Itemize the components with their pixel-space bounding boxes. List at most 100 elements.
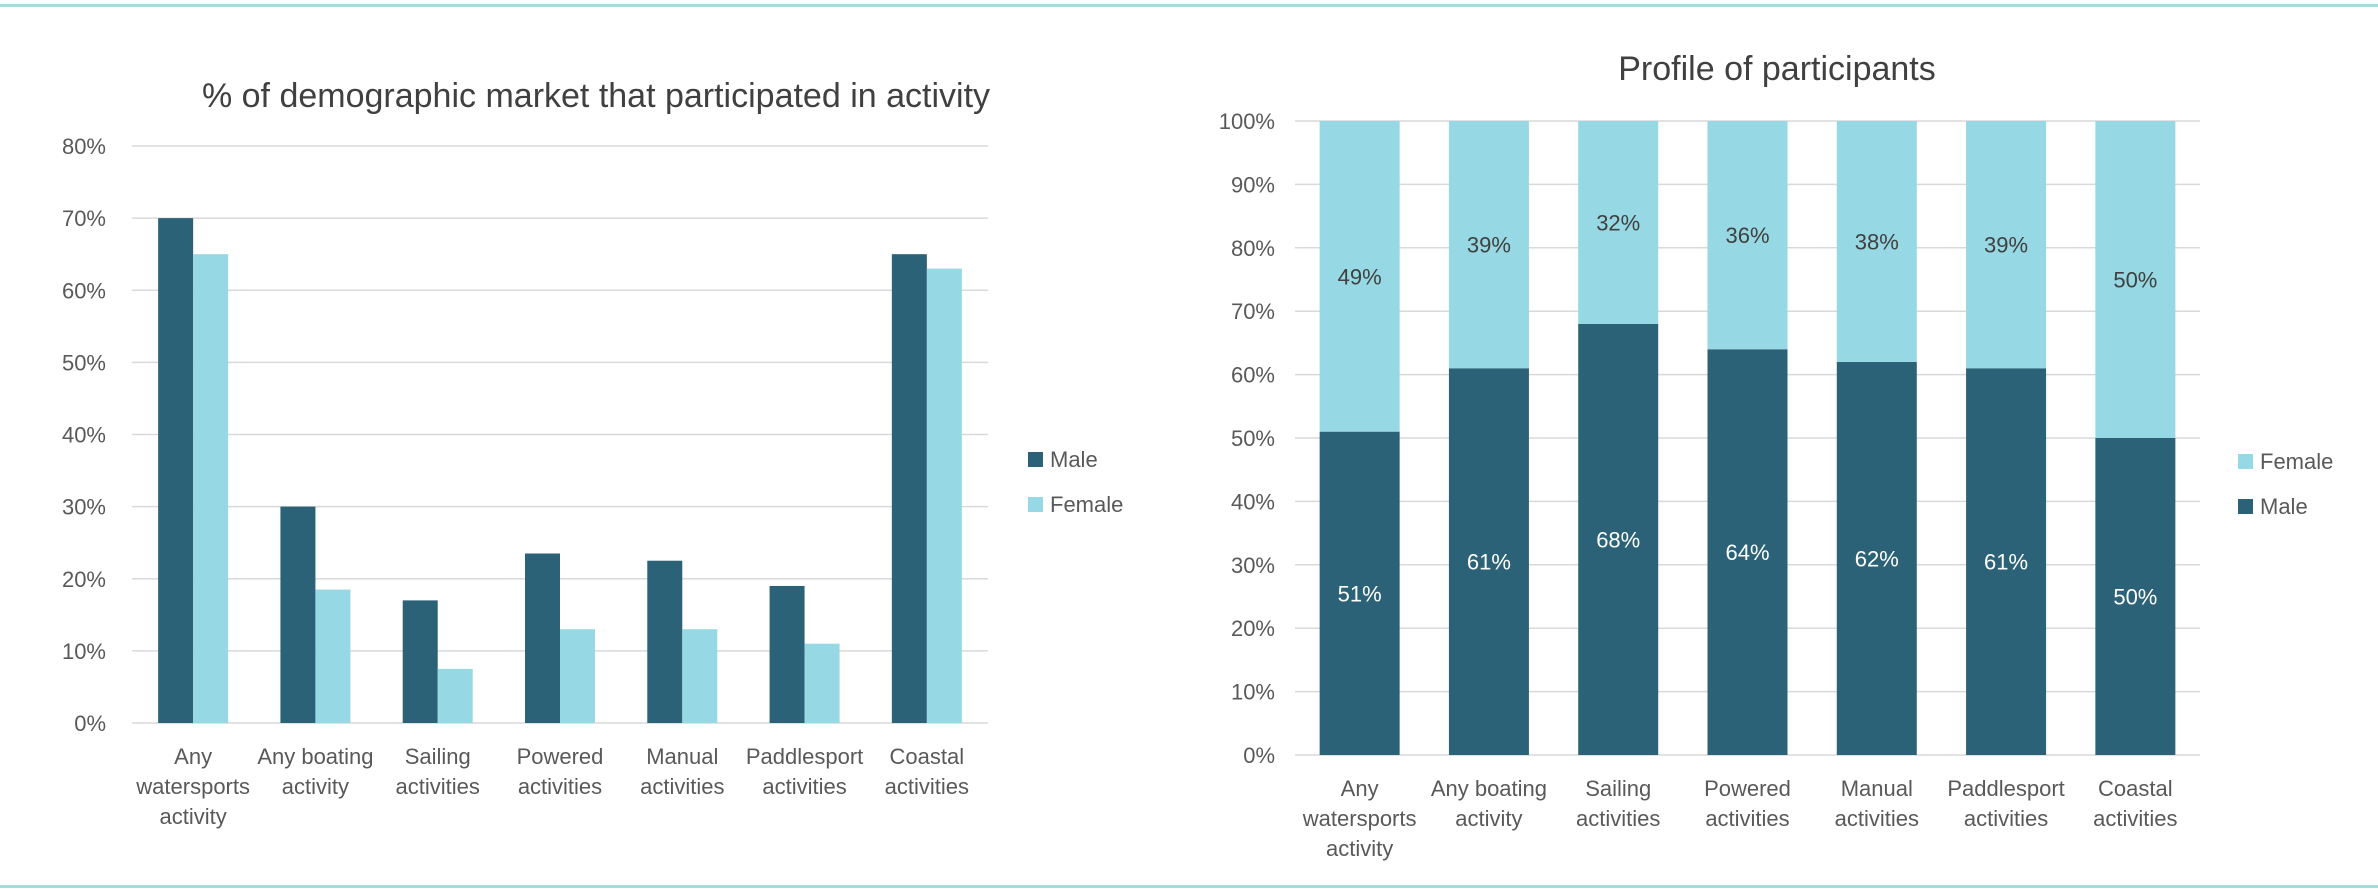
bar-male bbox=[402, 600, 438, 723]
bars bbox=[158, 218, 962, 723]
data-label: 64% bbox=[1725, 540, 1769, 565]
bar-female bbox=[682, 629, 718, 723]
y-tick-label: 10% bbox=[62, 639, 106, 664]
data-label: 50% bbox=[2113, 268, 2157, 293]
x-tick-label: activities bbox=[1835, 806, 1919, 831]
y-tick-label: 20% bbox=[1231, 616, 1275, 641]
bar-segment-female bbox=[1707, 121, 1788, 350]
x-tick-label: activities bbox=[885, 774, 969, 799]
bar-male bbox=[647, 560, 683, 723]
bar-female bbox=[437, 668, 473, 723]
y-tick-label: 40% bbox=[62, 423, 106, 448]
legend-swatch bbox=[2238, 499, 2253, 514]
x-tick-label: Any boating bbox=[257, 744, 373, 769]
legend: Male Female bbox=[1028, 447, 1123, 517]
x-tick-label: watersports bbox=[1302, 806, 1417, 831]
y-tick-label: 0% bbox=[74, 711, 106, 736]
data-label: 38% bbox=[1855, 229, 1899, 254]
chart-title: Profile of participants bbox=[1618, 50, 1936, 88]
x-tick-label: Paddlesport bbox=[746, 744, 863, 769]
x-tick-label: Manual bbox=[1841, 776, 1913, 801]
y-tick-label: 70% bbox=[62, 206, 106, 231]
bar-female bbox=[193, 254, 229, 723]
x-tick-label: Any bbox=[1341, 776, 1379, 801]
participation-bar-chart: % of demographic market that participate… bbox=[62, 77, 1123, 829]
legend-swatch bbox=[1028, 452, 1043, 467]
bar-segment-male bbox=[1966, 368, 2047, 755]
data-label: 62% bbox=[1855, 546, 1899, 571]
y-tick-label: 30% bbox=[62, 495, 106, 520]
bar-male bbox=[769, 585, 805, 723]
bar-segment-female bbox=[1966, 121, 2047, 369]
x-tick-label: activities bbox=[640, 774, 724, 799]
y-tick-label: 50% bbox=[1231, 426, 1275, 451]
y-tick-label: 30% bbox=[1231, 553, 1275, 578]
legend-label: Male bbox=[1050, 447, 1098, 472]
x-tick-label: Powered bbox=[517, 744, 604, 769]
y-tick-label: 20% bbox=[62, 567, 106, 592]
bar-segment-male bbox=[1836, 361, 1917, 755]
bar-segment-male bbox=[1707, 349, 1788, 755]
legend-swatch bbox=[2238, 454, 2253, 469]
y-axis-ticks: 0% 10% 20% 30% 40% 50% 60% 70% 80% 90% 100% bbox=[1219, 109, 1275, 768]
x-tick-label: activities bbox=[1576, 806, 1660, 831]
legend: Female Male bbox=[2238, 449, 2333, 519]
bar-female bbox=[560, 629, 595, 723]
data-label: 50% bbox=[2113, 585, 2157, 610]
data-label: 32% bbox=[1596, 210, 1640, 235]
x-tick-label: Paddlesport bbox=[1947, 776, 2064, 801]
y-tick-label: 0% bbox=[1243, 743, 1275, 768]
legend-swatch bbox=[1028, 497, 1043, 512]
x-tick-label: activities bbox=[2093, 806, 2177, 831]
x-tick-label: activity bbox=[282, 774, 349, 799]
legend-label: Female bbox=[2260, 449, 2333, 474]
bar-female bbox=[926, 268, 962, 723]
y-tick-label: 80% bbox=[62, 134, 106, 159]
y-tick-label: 60% bbox=[62, 278, 106, 303]
x-tick-label: Coastal bbox=[890, 744, 965, 769]
x-tick-label: activities bbox=[762, 774, 846, 799]
y-tick-label: 100% bbox=[1219, 109, 1275, 134]
x-tick-label: activity bbox=[1455, 806, 1522, 831]
bar-segment-female bbox=[1319, 121, 1400, 432]
bar-male bbox=[280, 506, 316, 723]
y-tick-label: 70% bbox=[1231, 299, 1275, 324]
x-tick-label: Any boating bbox=[1431, 776, 1547, 801]
x-tick-label: Coastal bbox=[2098, 776, 2173, 801]
x-tick-label: Powered bbox=[1704, 776, 1791, 801]
bar-segment-female bbox=[1448, 121, 1529, 369]
data-label: 39% bbox=[1984, 233, 2028, 258]
y-tick-label: 60% bbox=[1231, 363, 1275, 388]
data-label: 61% bbox=[1467, 550, 1511, 575]
y-tick-label: 50% bbox=[62, 350, 106, 375]
bar-male bbox=[891, 254, 927, 723]
bar-segment-male bbox=[1578, 323, 1659, 755]
data-label: 36% bbox=[1725, 223, 1769, 248]
x-tick-label: activities bbox=[518, 774, 602, 799]
y-axis-ticks: 0% 10% 20% 30% 40% 50% 60% 70% 80% bbox=[62, 134, 106, 736]
data-label: 49% bbox=[1338, 264, 1382, 289]
x-tick-label: activity bbox=[1326, 836, 1393, 861]
x-axis-categories: Any watersports activity Any boating activit… bbox=[135, 744, 969, 829]
bar-segment-male bbox=[1448, 368, 1529, 755]
x-tick-label: activity bbox=[160, 804, 227, 829]
bar-segment-female bbox=[2095, 121, 2176, 438]
y-tick-label: 10% bbox=[1231, 680, 1275, 705]
data-label: 61% bbox=[1984, 550, 2028, 575]
y-tick-label: 80% bbox=[1231, 236, 1275, 261]
bars: 51% 49% 61% 39% 68% 32% 64% 36% 62% 38% 61% 39% 50% 5… bbox=[1319, 121, 2176, 755]
x-tick-label: activities bbox=[1964, 806, 2048, 831]
x-tick-label: activities bbox=[396, 774, 480, 799]
chart-title: % of demographic market that participate… bbox=[202, 77, 990, 115]
legend-label: Male bbox=[2260, 494, 2308, 519]
data-label: 39% bbox=[1467, 233, 1511, 258]
x-tick-label: watersports bbox=[135, 774, 250, 799]
x-tick-label: Sailing bbox=[1585, 776, 1651, 801]
y-tick-label: 90% bbox=[1231, 172, 1275, 197]
top-divider bbox=[0, 4, 2378, 7]
bar-segment-female bbox=[1836, 121, 1917, 362]
bar-male bbox=[158, 218, 194, 723]
bar-female bbox=[804, 643, 840, 723]
x-tick-label: activities bbox=[1705, 806, 1789, 831]
